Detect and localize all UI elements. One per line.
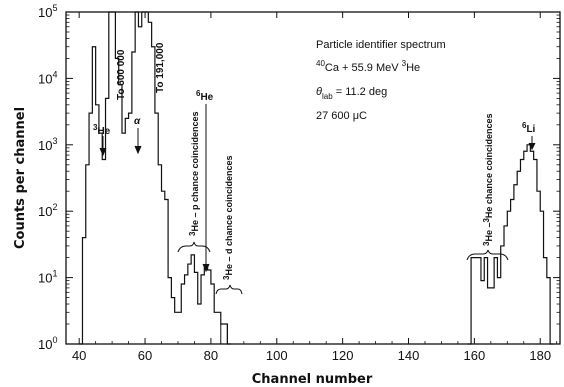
x-axis: 40 60 80 100 120 140 160 180	[72, 12, 558, 363]
spectrum-series-2	[467, 144, 554, 345]
alpha-label: α	[134, 116, 141, 127]
alpha-arrowhead	[134, 145, 142, 155]
li6-label: 6Li	[522, 121, 536, 135]
plot-frame	[65, 11, 561, 345]
annotation-labels: To 600 000 To 191,000 3He α 6He 3He – p …	[93, 42, 536, 280]
y-axis-title: Counts per channel	[13, 107, 28, 249]
x-tick-label-40: 40	[72, 348, 86, 363]
he6-label: 6He	[196, 89, 214, 103]
x-tick-label-80: 80	[204, 348, 218, 363]
x-tick-label-100: 100	[266, 348, 288, 363]
x-tick-label-140: 140	[398, 348, 420, 363]
x-tick-label-180: 180	[529, 348, 551, 363]
he3-label: 3He	[93, 123, 111, 137]
y-tick-label-1: 101	[38, 269, 57, 286]
hed-label: 3He – d chance coincidences	[222, 155, 234, 280]
hehe-label: 3He –3He chance coincidences	[482, 114, 494, 246]
li6-arrowhead	[528, 142, 536, 151]
x-tick-label-60: 60	[138, 348, 152, 363]
y-tick-label-4: 104	[38, 69, 57, 86]
info-block: Particle identifier spectrum 40Ca + 55.9…	[316, 39, 446, 122]
hed-brace	[215, 284, 243, 295]
y-tick-label-2: 102	[38, 202, 57, 219]
info-line-2: 40Ca + 55.9 MeV 3He	[316, 59, 420, 74]
annotations	[99, 104, 536, 295]
low-count-bin	[220, 323, 228, 345]
series-layer	[79, 11, 554, 345]
he3-arrowhead	[99, 147, 107, 157]
info-line-3: θlab = 11.2 deg	[316, 86, 387, 101]
y-axis: 100 101 102 103 104 105	[38, 3, 560, 352]
x-axis-title: Channel number	[252, 372, 373, 387]
spectrum-series-1	[79, 11, 231, 345]
x-tick-label-120: 120	[332, 348, 354, 363]
he6-arrowhead	[202, 263, 210, 273]
to-600000-label: To 600 000	[116, 49, 127, 100]
x-tick-label-160: 160	[464, 348, 486, 363]
info-line-4: 27 600 μC	[316, 110, 367, 122]
y-tick-label-0: 100	[38, 335, 57, 352]
info-line-1: Particle identifier spectrum	[316, 39, 446, 51]
hep-label: 3He – p chance coincidences	[188, 111, 200, 236]
to-191000-label: To 191,000	[155, 42, 166, 93]
hep-brace	[177, 241, 211, 253]
y-tick-label-3: 103	[38, 136, 57, 153]
y-tick-label-5: 105	[38, 3, 57, 20]
hehe-brace	[466, 249, 509, 261]
